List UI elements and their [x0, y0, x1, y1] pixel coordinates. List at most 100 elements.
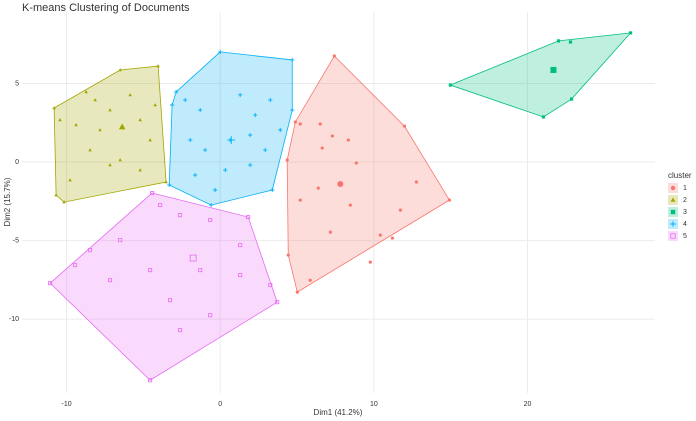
- cluster-center: [118, 123, 126, 130]
- y-tick-label: -10: [9, 316, 19, 323]
- x-tick-label: 20: [524, 401, 532, 408]
- data-point: [238, 243, 243, 248]
- y-tick-label: 0: [15, 159, 19, 166]
- data-point: [213, 187, 218, 193]
- hull-point: [209, 203, 214, 208]
- data-point: [208, 218, 213, 223]
- hull-point: [541, 115, 546, 119]
- hull-point: [48, 281, 53, 286]
- data-point: [178, 213, 183, 218]
- legend-label: 4: [683, 221, 687, 228]
- hull-point: [62, 200, 66, 204]
- data-point: [398, 208, 403, 212]
- y-axis-label: Dim2 (15.7%): [3, 177, 12, 226]
- hull-point: [448, 83, 452, 87]
- hull-point: [170, 102, 175, 108]
- data-point: [58, 118, 62, 122]
- data-point: [268, 97, 273, 103]
- data-point: [108, 278, 113, 283]
- data-point: [238, 273, 243, 278]
- y-tick-label: -5: [13, 237, 19, 244]
- hull-point: [156, 64, 160, 68]
- cluster-center: [337, 181, 344, 188]
- hull-point: [285, 158, 289, 162]
- hull-point: [174, 89, 179, 95]
- data-point: [298, 122, 302, 126]
- data-point: [84, 90, 88, 94]
- data-point: [330, 134, 334, 138]
- legend-title: cluster: [668, 171, 692, 180]
- data-point: [88, 148, 92, 152]
- data-point: [248, 162, 253, 168]
- data-point: [253, 112, 258, 118]
- legend-label: 3: [683, 209, 687, 216]
- data-point: [298, 198, 302, 202]
- data-point: [73, 263, 78, 268]
- x-axis-label: Dim1 (41.2%): [314, 408, 363, 417]
- hull-point: [332, 54, 336, 58]
- hull-point: [270, 187, 275, 193]
- hull-point: [54, 193, 58, 197]
- hull-point: [167, 182, 172, 188]
- legend-label: 2: [683, 197, 687, 204]
- data-point: [148, 138, 152, 142]
- data-point: [128, 93, 132, 97]
- data-point: [390, 236, 395, 240]
- data-point: [203, 148, 208, 153]
- data-point: [278, 127, 283, 133]
- data-point: [188, 137, 193, 143]
- data-point: [328, 230, 332, 234]
- data-point: [320, 146, 324, 150]
- data-point: [308, 278, 312, 282]
- cluster-center: [550, 66, 557, 73]
- legend-marker: [670, 197, 676, 202]
- hull-point: [295, 290, 299, 294]
- legend-marker: [670, 185, 676, 191]
- chart-title: K-means Clustering of Documents: [22, 2, 190, 14]
- data-point: [158, 203, 163, 208]
- data-point: [208, 313, 213, 318]
- data-point: [93, 98, 97, 102]
- data-point: [118, 238, 123, 243]
- data-point: [148, 268, 153, 273]
- data-point: [248, 132, 253, 138]
- cluster-center: [189, 254, 197, 262]
- legend-marker: [670, 209, 676, 215]
- hull-point: [556, 39, 561, 43]
- data-point: [348, 203, 352, 207]
- data-point: [414, 180, 418, 184]
- legend-key: [668, 231, 678, 241]
- data-point: [88, 248, 93, 253]
- hull-point: [164, 180, 168, 184]
- hull-point: [290, 57, 295, 62]
- data-point: [268, 283, 273, 288]
- data-point: [368, 260, 372, 264]
- y-tick-label: 5: [15, 80, 19, 87]
- data-point: [198, 268, 203, 273]
- hull-point: [150, 190, 155, 195]
- data-point: [153, 103, 157, 107]
- hull-point: [148, 378, 153, 383]
- legend-marker: [670, 221, 676, 227]
- data-point: [168, 298, 173, 303]
- data-point: [198, 107, 203, 113]
- data-point: [193, 173, 198, 178]
- x-tick-label: 10: [370, 401, 378, 408]
- cluster-hull: [449, 32, 632, 118]
- data-point: [74, 123, 78, 127]
- hull-point: [218, 49, 223, 54]
- data-point: [263, 148, 268, 153]
- cluster-hull: [286, 55, 450, 293]
- cluster-hull: [49, 192, 278, 381]
- x-tick-label: 0: [218, 401, 222, 408]
- hull-point: [447, 198, 452, 202]
- data-point: [108, 163, 112, 167]
- data-point: [178, 328, 183, 333]
- data-point: [118, 158, 122, 162]
- data-point: [68, 178, 72, 182]
- hull-point: [569, 97, 574, 101]
- data-point: [316, 186, 320, 190]
- data-point: [378, 233, 382, 237]
- data-point: [238, 92, 243, 98]
